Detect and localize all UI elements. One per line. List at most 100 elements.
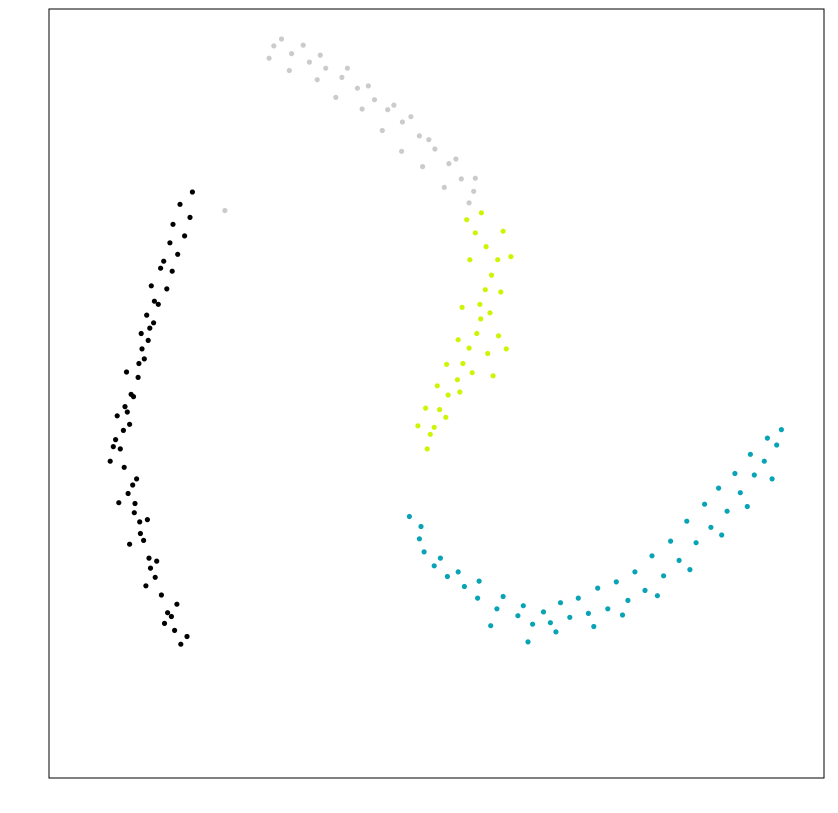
data-point	[314, 77, 320, 83]
data-point	[547, 620, 554, 626]
data-point	[490, 373, 496, 379]
data-point	[684, 518, 690, 524]
data-point	[457, 389, 463, 395]
data-point	[175, 251, 181, 257]
data-point	[117, 446, 123, 452]
data-point	[107, 458, 113, 464]
data-point	[158, 592, 164, 598]
data-point	[500, 228, 506, 234]
data-point	[478, 316, 484, 322]
data-point	[475, 595, 481, 601]
data-point	[716, 485, 722, 491]
data-point	[147, 325, 153, 331]
data-point	[498, 289, 504, 295]
data-point	[151, 320, 157, 326]
data-point	[418, 523, 424, 530]
data-point	[333, 94, 339, 100]
data-point	[132, 500, 138, 507]
data-point	[266, 55, 272, 61]
data-point	[427, 431, 433, 437]
data-point	[458, 176, 464, 182]
data-point	[127, 541, 133, 547]
data-point	[625, 597, 631, 604]
data-point	[575, 595, 581, 601]
plot-frame	[48, 8, 825, 779]
data-point	[114, 413, 120, 419]
data-point	[483, 244, 489, 250]
data-point	[155, 301, 161, 307]
data-point	[164, 286, 170, 292]
data-point	[344, 65, 350, 71]
data-point	[769, 476, 775, 482]
data-point	[455, 569, 461, 575]
data-point	[167, 240, 173, 246]
data-point	[161, 620, 168, 627]
data-point	[420, 164, 426, 170]
data-point	[141, 537, 147, 544]
data-point	[165, 610, 171, 616]
data-point	[441, 184, 447, 190]
data-point	[466, 345, 472, 351]
data-point	[144, 312, 150, 318]
data-point	[406, 513, 412, 520]
data-point	[693, 540, 699, 546]
data-point	[222, 207, 228, 214]
data-point	[477, 301, 483, 307]
data-point	[455, 337, 461, 343]
data-point	[454, 377, 460, 383]
data-point	[474, 330, 480, 337]
data-point	[619, 612, 626, 618]
data-point	[761, 458, 767, 464]
data-point	[365, 83, 371, 89]
data-point	[553, 629, 559, 635]
data-point	[385, 107, 391, 113]
data-point	[123, 369, 130, 375]
data-point	[453, 156, 459, 162]
data-point	[289, 51, 295, 57]
data-point	[174, 601, 180, 607]
data-point	[605, 606, 611, 612]
data-point	[121, 464, 127, 470]
data-point	[306, 59, 312, 65]
data-point	[137, 530, 143, 537]
data-point	[426, 137, 432, 143]
data-point	[434, 383, 440, 389]
data-point	[557, 600, 564, 606]
data-point	[138, 330, 144, 337]
data-point	[323, 65, 329, 71]
data-point	[751, 472, 757, 478]
data-point	[764, 435, 771, 441]
data-point	[467, 257, 473, 263]
data-point	[177, 201, 183, 207]
data-point	[613, 579, 619, 585]
data-point	[169, 268, 175, 274]
data-point	[124, 409, 130, 415]
data-point	[416, 133, 422, 139]
data-point	[478, 210, 484, 216]
data-point	[286, 67, 292, 74]
data-point	[148, 283, 154, 289]
data-point	[172, 627, 178, 634]
data-point	[437, 555, 443, 561]
data-point	[488, 623, 494, 629]
data-point	[632, 569, 638, 575]
data-point	[595, 585, 601, 591]
data-point	[182, 233, 188, 239]
data-point	[466, 200, 472, 206]
data-point	[778, 427, 785, 433]
data-point	[127, 421, 133, 427]
data-point	[649, 553, 655, 559]
data-point	[161, 258, 167, 264]
data-point	[271, 43, 277, 49]
data-point	[421, 549, 427, 555]
data-point	[379, 127, 385, 134]
data-point	[446, 161, 452, 167]
data-point	[113, 437, 119, 443]
data-point	[135, 374, 141, 380]
data-point	[495, 333, 502, 339]
data-point	[460, 360, 466, 367]
data-point	[459, 304, 465, 310]
data-point	[408, 114, 414, 120]
data-point	[515, 613, 521, 619]
data-point	[399, 148, 405, 154]
